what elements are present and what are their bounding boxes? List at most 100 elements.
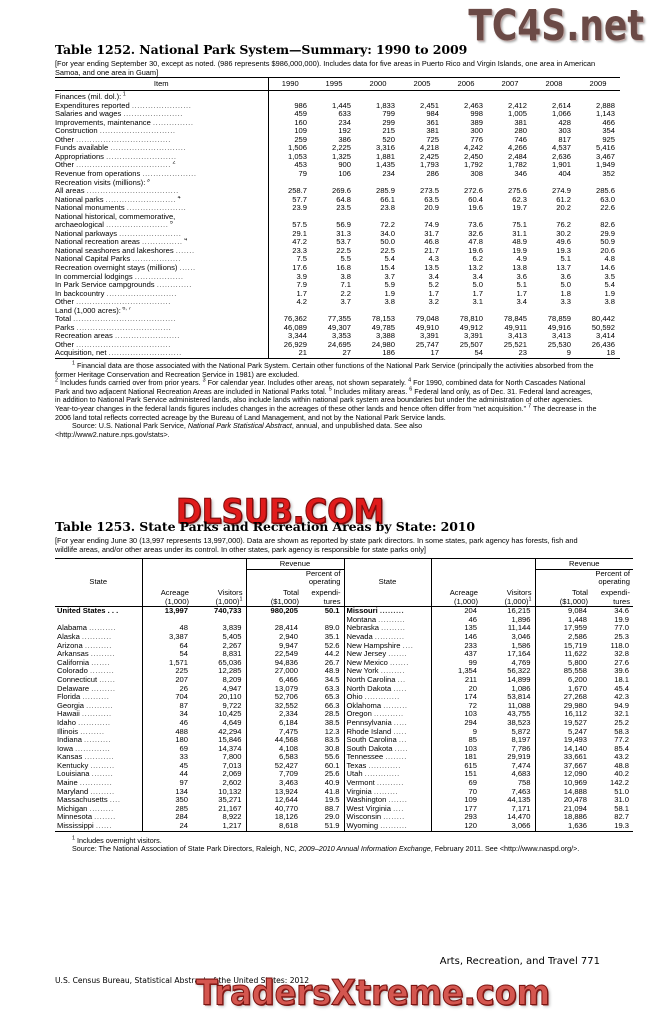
- cell-value: 381: [426, 126, 439, 136]
- cell-value: 5.1: [560, 254, 571, 264]
- row-label: Funds available ........................…: [55, 144, 187, 153]
- state-name: Iowa .............: [55, 744, 143, 754]
- cell-value: 60.1: [324, 760, 340, 770]
- table-row: Improvements, maintenance ..............…: [55, 117, 620, 128]
- cell-value: 85,558: [534, 667, 591, 676]
- col-header-visitors-l1-r: Visitors: [506, 588, 532, 597]
- cell-value: 233: [464, 640, 477, 650]
- row-label: Salaries and wages .....................…: [55, 110, 184, 119]
- cell-value: 27.6: [614, 657, 629, 667]
- cell-value: 40.9: [324, 778, 340, 788]
- table-1253-title: Table 1253. State Parks and Recreation A…: [55, 519, 476, 534]
- cell-value: 1,086: [511, 683, 531, 693]
- row-label: Total ..................................…: [55, 315, 177, 324]
- cell-value: 52,706: [245, 693, 302, 702]
- cell-value: 19.9: [614, 614, 629, 624]
- cell-value: 258.7: [267, 187, 312, 196]
- cell-value: 3.9: [267, 272, 312, 282]
- cell-value: 273.5: [419, 186, 439, 196]
- col-header-pct-line1-r: Percent of: [595, 568, 630, 578]
- cell-value: 1,586: [511, 640, 531, 650]
- col-header-pct-line4-r: tures: [613, 596, 630, 606]
- cell-value: 89.0: [324, 623, 340, 633]
- cell-value: 3.8: [384, 297, 395, 307]
- col-header-2000: 2000: [356, 77, 400, 92]
- cell-value: 3,414: [595, 331, 615, 341]
- cell-value: 75.1: [512, 220, 527, 230]
- cell-value: 31.1: [512, 228, 527, 238]
- cell-value: 3.7: [340, 297, 351, 307]
- state-name: Texas ............: [343, 761, 432, 771]
- cell-value: 4,218: [419, 143, 439, 153]
- cell-value: 57.5: [267, 221, 312, 230]
- cell-value: 25.3: [614, 631, 629, 641]
- table-1253-headnote: [For year ending June 30 (13,997 represe…: [55, 536, 578, 554]
- cell-value: 32.6: [468, 228, 483, 238]
- cell-value: 24,695: [327, 339, 351, 349]
- table-row: National monuments .....................…: [55, 204, 620, 213]
- cell-value: 16,215: [507, 606, 531, 616]
- cell-value: 5.9: [384, 280, 395, 290]
- col-header-total-l1-r: Total: [571, 588, 588, 597]
- cell-value: 118.0: [610, 640, 629, 650]
- cell-value: 20.9: [424, 203, 439, 213]
- state-name: Pennsylvania .....: [343, 718, 432, 728]
- state-name: South Dakota .....: [343, 744, 432, 754]
- col-header-1995: 1995: [312, 77, 356, 92]
- cell-value: 3,388: [375, 331, 395, 341]
- cell-value: 4,242: [463, 143, 483, 153]
- cell-value: 48.8: [614, 760, 629, 770]
- cell-value: 299: [382, 117, 395, 127]
- state-name: Idaho ............: [55, 718, 143, 728]
- cell-value: [267, 90, 312, 102]
- source-1252-url[interactable]: <http://www2.nature.nps.gov/stats>.: [55, 429, 170, 439]
- cell-value: 49,785: [371, 322, 395, 332]
- cell-value: 12,090: [534, 770, 591, 780]
- cell-value: 12,285: [218, 666, 242, 676]
- state-name: Nebraska .........: [343, 624, 432, 633]
- state-name: Mississippi ......: [55, 822, 143, 832]
- cell-value: 15,719: [534, 641, 591, 651]
- state-name: Kentucky .........: [55, 761, 143, 771]
- cell-value: 43.2: [614, 752, 629, 762]
- cell-value: 32,552: [245, 701, 302, 711]
- cell-value: 4.3: [428, 254, 439, 264]
- cell-value: 44,568: [245, 735, 302, 745]
- state-name: Vermont ..........: [343, 779, 432, 788]
- cell-value: 17.6: [267, 263, 312, 273]
- cell-value: 77,355: [327, 314, 351, 324]
- cell-value: 984: [426, 109, 439, 119]
- table-row: Recreation areas .......................…: [55, 332, 620, 341]
- row-label: Other ..................................…: [55, 298, 171, 307]
- cell-value: 7.9: [267, 281, 312, 290]
- cell-value: 404: [558, 168, 571, 178]
- cell-value: 180: [175, 735, 188, 745]
- cell-value: 1,901: [551, 160, 571, 170]
- state-name: Nevada ...........: [343, 632, 432, 642]
- row-label: Recreation overnight stays (millions) ..…: [55, 263, 196, 272]
- state-name: Wisconsin ........: [343, 813, 432, 823]
- table-row: National parkways ......................…: [55, 228, 620, 239]
- cell-value: 1.9: [384, 288, 395, 298]
- footnote-1253-1: Includes overnight visitors.: [77, 835, 162, 845]
- cell-value: 26.7: [324, 657, 340, 667]
- cell-value: 17: [430, 348, 439, 358]
- footnote-4: For 1990, combined data for North Cascad…: [55, 378, 586, 396]
- cell-value: 174: [464, 692, 477, 702]
- cell-value: 19.5: [324, 795, 340, 805]
- cell-value: 79,048: [415, 314, 439, 324]
- table-row: Florida .......... 704 20,110 52,706 65.3 Ohi…: [55, 693, 633, 702]
- col-header-total-l2: ($1,000): [270, 596, 299, 606]
- cell-value: 135: [464, 623, 477, 633]
- cell-value: 354: [602, 126, 615, 136]
- cell-value: 272.6: [463, 186, 483, 196]
- cell-value: 35,271: [218, 795, 242, 805]
- cell-value: 48: [179, 623, 188, 633]
- cell-value: 20.6: [600, 245, 615, 255]
- cell-value: 2,450: [463, 151, 483, 161]
- cell-value: 2,451: [419, 100, 439, 110]
- table-row: Recreation overnight stays (millions) ..…: [55, 263, 620, 273]
- cell-value: 32.8: [614, 649, 629, 659]
- state-name: North Carolina ...: [343, 675, 432, 685]
- cell-value: 18,886: [534, 813, 591, 823]
